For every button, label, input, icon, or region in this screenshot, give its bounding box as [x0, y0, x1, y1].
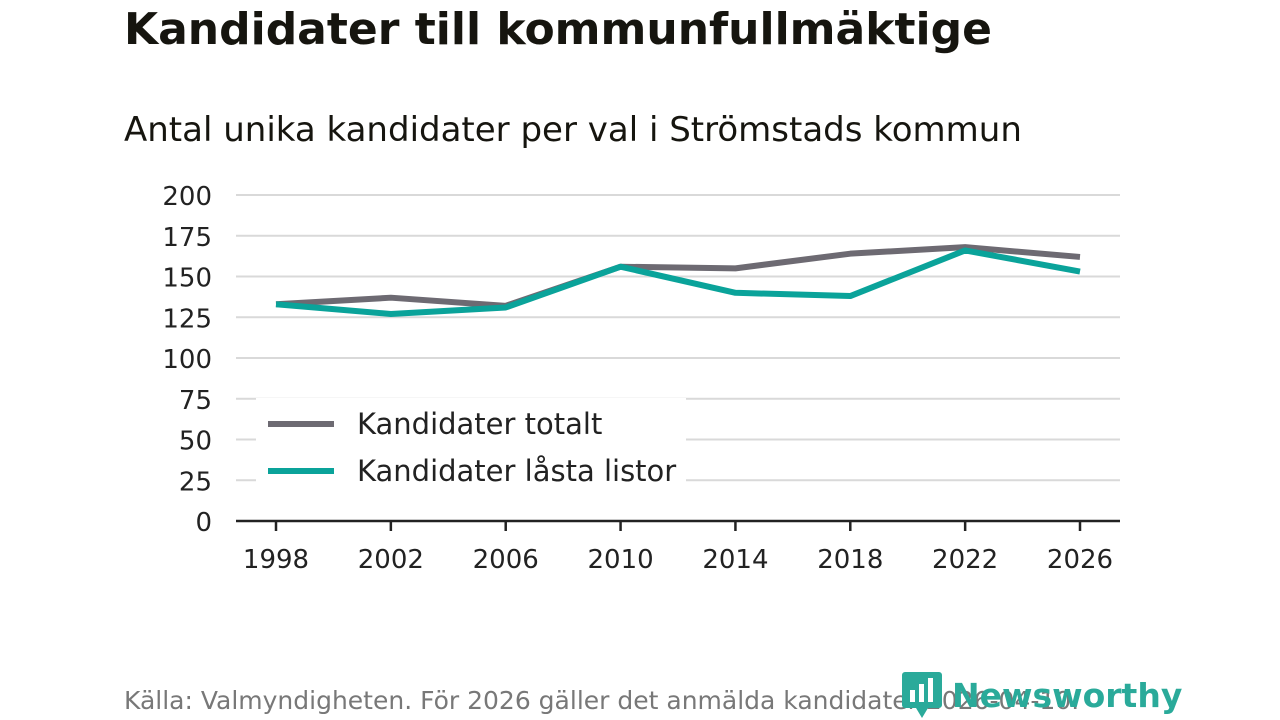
chart-title: Kandidater till kommunfullmäktige: [124, 4, 992, 55]
bar-chart-pin-icon: [902, 672, 942, 718]
x-tick-label-2026: 2026: [1047, 545, 1113, 575]
newsworthy-brand: Newsworthy: [902, 672, 1182, 718]
y-tick-label-25: 25: [179, 467, 212, 497]
x-tick-label-1998: 1998: [243, 545, 309, 575]
x-tick-label-2006: 2006: [473, 545, 539, 575]
brand-name: Newsworthy: [952, 675, 1183, 715]
x-tick-label-2018: 2018: [817, 545, 883, 575]
y-tick-label-75: 75: [179, 386, 212, 416]
legend-label-totalt: Kandidater totalt: [357, 407, 602, 441]
series-line-kandidater-lasta-listor: [275, 247, 1081, 317]
y-tick-label-50: 50: [179, 427, 212, 457]
y-tick-label-200: 200: [162, 182, 212, 212]
series-line-kandidater-totalt: [275, 244, 1081, 309]
y-tick-label-0: 0: [195, 508, 212, 538]
legend-box: [256, 398, 686, 494]
x-tick-label-2014: 2014: [702, 545, 768, 575]
x-tick-label-2022: 2022: [932, 545, 998, 575]
x-tick-label-2010: 2010: [587, 545, 653, 575]
y-tick-label-175: 175: [162, 223, 212, 253]
y-tick-label-125: 125: [162, 304, 212, 334]
y-tick-label-100: 100: [162, 345, 212, 375]
chart-subtitle: Antal unika kandidater per val i Strömst…: [124, 110, 1022, 150]
x-tick-label-2002: 2002: [358, 545, 424, 575]
legend-label-lasta: Kandidater låsta listor: [357, 454, 676, 488]
y-tick-label-150: 150: [162, 264, 212, 294]
